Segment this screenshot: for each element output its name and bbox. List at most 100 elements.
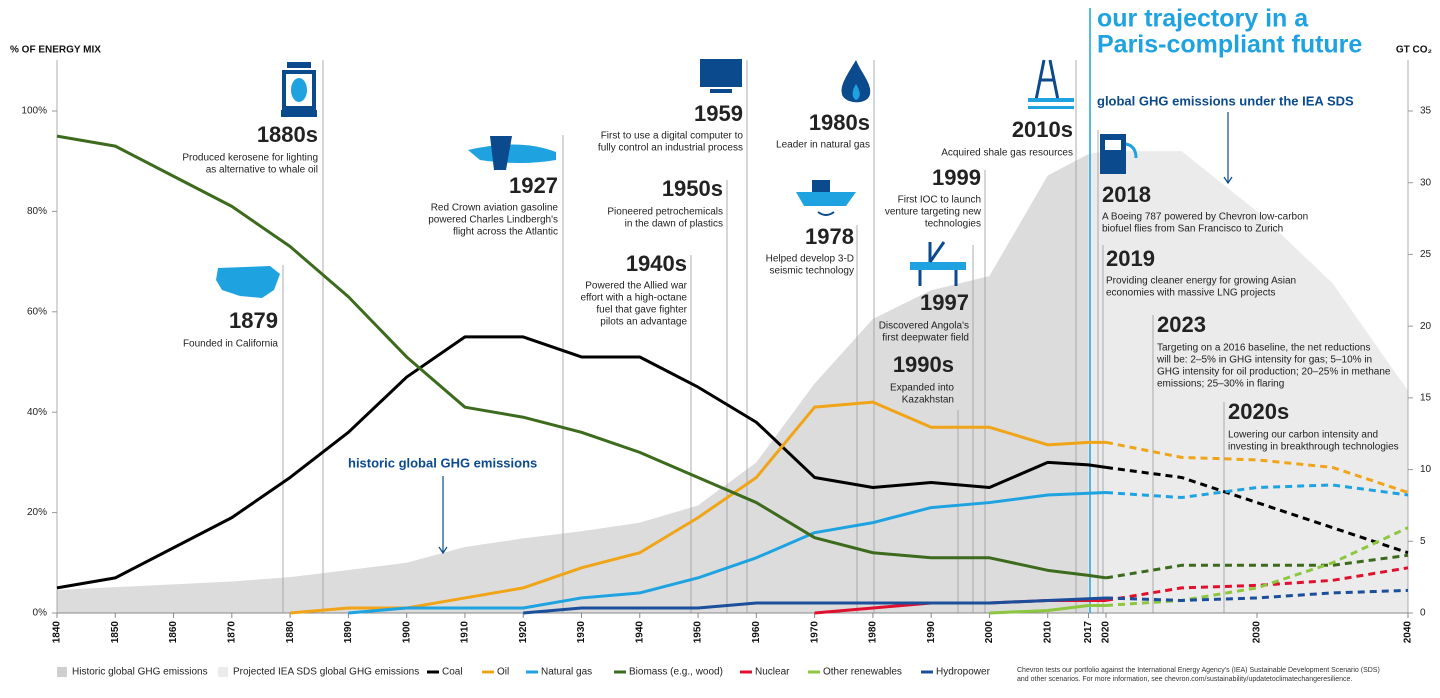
legend-swatch xyxy=(921,670,933,674)
milestone-text: flight across the Atlantic xyxy=(453,227,558,238)
milestone-text: seismic technology xyxy=(770,266,854,277)
milestone-text: effort with a high-octane xyxy=(580,293,687,304)
icons xyxy=(216,59,1138,298)
milestone-text: Powered the Allied war xyxy=(585,281,687,292)
legend-label: Other renewables xyxy=(823,667,902,678)
icon-rig xyxy=(918,241,958,286)
milestone-year: 1980s xyxy=(809,110,870,135)
x-tick-label: 2017 xyxy=(1083,621,1094,644)
milestone-text: biofuel flies from San Francisco to Zuri… xyxy=(1102,224,1283,235)
x-tick-label: 1960 xyxy=(751,621,762,644)
legend-swatch xyxy=(808,670,820,674)
milestone-text: Expanded into xyxy=(890,383,954,394)
milestone-text: venture targeting new xyxy=(885,207,982,218)
milestone-text: Discovered Angola's xyxy=(879,321,969,332)
chart-title: our trajectory in a xyxy=(1097,5,1309,33)
icon-derrick xyxy=(1028,106,1074,109)
milestone-text: Acquired shale gas resources xyxy=(941,148,1073,159)
x-tick-label: 1920 xyxy=(518,621,529,644)
milestone-year: 2020s xyxy=(1228,399,1289,424)
footnote: Chevron tests our portfolio against the … xyxy=(1017,667,1380,674)
legend-swatch xyxy=(526,670,538,674)
y-tick-label: 40% xyxy=(27,407,47,418)
milestone-text: Produced kerosene for lighting xyxy=(182,153,318,164)
milestone-year: 2019 xyxy=(1106,246,1155,271)
x-tick-label: 1980 xyxy=(868,621,879,644)
milestone-text: fuel that gave fighter xyxy=(596,305,687,316)
milestone-year: 1927 xyxy=(509,173,558,198)
milestone-year: 1978 xyxy=(805,224,854,249)
projected-line xyxy=(1105,553,1409,580)
historic-line xyxy=(56,134,1107,580)
historic-line xyxy=(289,400,1106,615)
x-tick-label: 2000 xyxy=(984,621,995,644)
icon-lantern xyxy=(291,78,307,102)
legend-label: Coal xyxy=(442,667,463,678)
legend-label: Historic global GHG emissions xyxy=(72,667,208,678)
projected-line xyxy=(1105,588,1409,602)
x-tick-label: 1900 xyxy=(401,621,412,644)
y2-tick-label: 35 xyxy=(1420,106,1432,117)
annotation: historic global GHG emissions xyxy=(348,455,537,470)
icon-lantern xyxy=(282,70,316,110)
milestone-text: Targeting on a 2016 baseline, the net re… xyxy=(1157,343,1371,354)
projected-line xyxy=(1105,483,1409,500)
milestone-text: as alternative to whale oil xyxy=(206,165,318,176)
y2-tick-label: 10 xyxy=(1420,464,1432,475)
milestone-text: Pioneered petrochemicals xyxy=(607,207,723,218)
milestone-text: first deepwater field xyxy=(882,333,969,344)
milestone-text: A Boeing 787 powered by Chevron low-carb… xyxy=(1102,212,1308,223)
x-tick-label: 1850 xyxy=(110,621,121,644)
legend-swatch xyxy=(482,670,494,674)
x-tick-label: 1860 xyxy=(168,621,179,644)
milestone-year: 2023 xyxy=(1157,312,1206,337)
milestone-year: 1940s xyxy=(626,251,687,276)
milestone-text: economies with massive LNG projects xyxy=(1106,288,1276,299)
x-tick-label: 2030 xyxy=(1252,621,1263,644)
y2-tick-label: 15 xyxy=(1420,392,1432,403)
milestone-text: GHG intensity for oil production; 20–25%… xyxy=(1157,367,1391,378)
arrow-head xyxy=(1223,176,1233,185)
historic-line xyxy=(989,603,1106,615)
x-tick-label: 1870 xyxy=(226,621,237,644)
y-axis-label: % OF ENERGY MIX xyxy=(10,45,101,56)
x-tick-label: 1950 xyxy=(693,621,704,644)
milestone-year: 2010s xyxy=(1012,117,1073,142)
x-tick-label: 1840 xyxy=(52,621,63,644)
icon-pump xyxy=(1125,142,1138,159)
y-tick-label: 20% xyxy=(27,507,47,518)
icon-monitor xyxy=(700,59,742,87)
y2-tick-label: 30 xyxy=(1420,177,1432,188)
milestone-text: Kazakhstan xyxy=(902,395,954,406)
milestone-text: pilots an advantage xyxy=(600,317,687,328)
x-tick-label: 1880 xyxy=(285,621,296,644)
icon-rig xyxy=(910,262,966,270)
milestone-year: 1880s xyxy=(257,122,318,147)
milestone-text: First to use a digital computer to xyxy=(601,131,744,142)
icon-map xyxy=(216,266,280,298)
icon-ship xyxy=(817,211,835,216)
icon-derrick xyxy=(1028,98,1074,102)
milestone-text: Founded in California xyxy=(183,339,278,350)
projected-line xyxy=(1105,440,1409,494)
y-tick-label: 100% xyxy=(21,106,47,117)
icon-flame xyxy=(852,84,860,100)
legend-swatch xyxy=(57,667,67,677)
projected-line xyxy=(1105,566,1409,602)
historic-line xyxy=(348,491,1107,615)
milestone-year: 1999 xyxy=(932,165,981,190)
icon-lantern xyxy=(287,62,311,68)
x-tick-label: 1990 xyxy=(926,621,937,644)
milestone-text: fully control an industrial process xyxy=(598,143,743,154)
legend-label: Projected IEA SDS global GHG emissions xyxy=(233,667,419,678)
x-tick-label: 1930 xyxy=(576,621,587,644)
x-tick-label: 1890 xyxy=(343,621,354,644)
y2-tick-label: 5 xyxy=(1420,536,1426,547)
annotation: global GHG emissions under the IEA SDS xyxy=(1097,93,1354,108)
milestone-text: powered Charles Lindbergh's xyxy=(428,215,558,226)
legend-swatch xyxy=(614,670,626,674)
icon-plane xyxy=(490,136,512,170)
projected-line xyxy=(1105,465,1409,555)
x-tick-label: 2040 xyxy=(1403,621,1414,644)
